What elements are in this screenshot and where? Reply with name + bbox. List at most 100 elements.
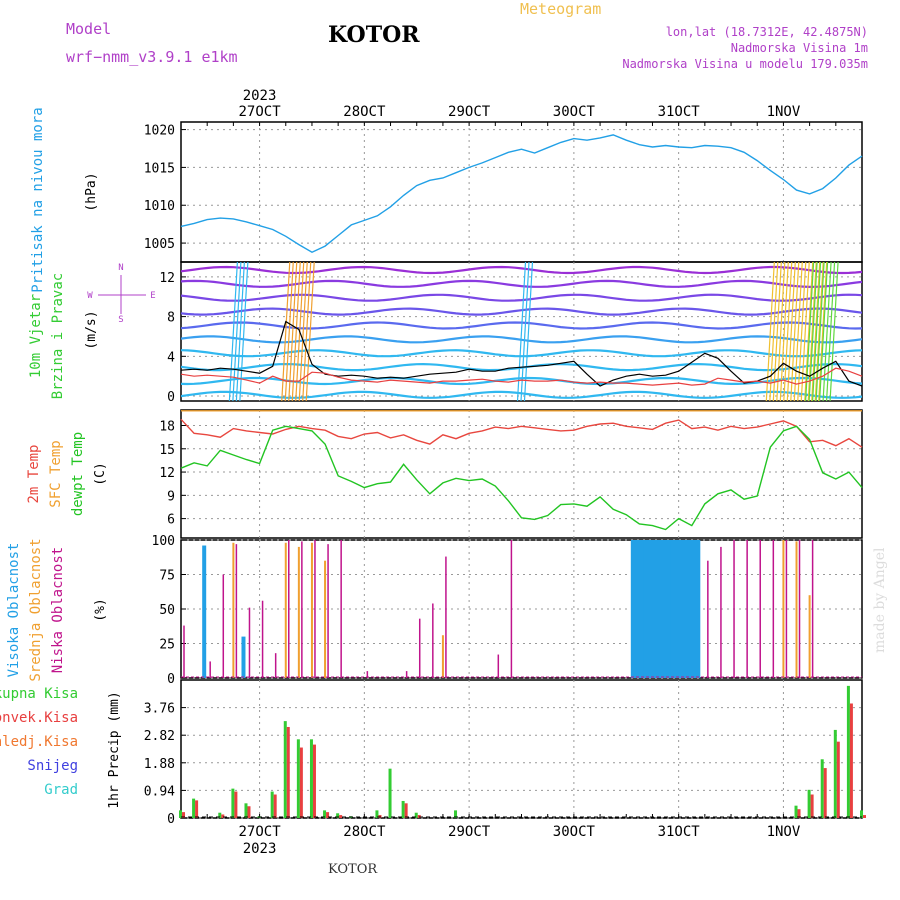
top-day-label: 1NOV (767, 104, 801, 120)
wind-band-stroke (232, 262, 242, 401)
top-day-label: 27OCT (238, 104, 281, 120)
top-day-label: 30OCT (553, 104, 596, 120)
wind-ylabel: 10m Vjetar (28, 294, 44, 378)
cloud-bar-2 (340, 540, 342, 678)
wind-band-stroke (776, 262, 786, 401)
lonlat-text: lon,lat (18.7312E, 42.4875N) (665, 25, 868, 39)
cloud-bar-2 (759, 540, 761, 678)
wind-band-stroke (822, 262, 832, 401)
cloud-bar-1 (232, 542, 235, 678)
chart-title: Meteogram (520, 0, 602, 18)
cloud-bar-2 (248, 607, 251, 678)
cloud-bar-1 (808, 595, 811, 678)
low-cloud-ylabel: Niska Oblacnost (50, 547, 66, 673)
precip-bar-0 (231, 788, 235, 818)
cloud-bar-0 (689, 540, 694, 678)
wind-ylabel2: Brzina i Pravac (50, 273, 66, 399)
cloud-bar-0 (672, 540, 677, 678)
precip-bar-1 (823, 768, 827, 818)
cloud-bar-0 (665, 540, 670, 678)
wind-gust-line (180, 367, 863, 386)
precip-bar-1 (339, 815, 343, 818)
cloud-bar-2 (222, 574, 225, 678)
cloud-bar-0 (641, 540, 646, 678)
precip-bar-1 (182, 812, 185, 818)
precip-bar-0 (375, 810, 379, 818)
y-tick-label: 1010 (144, 199, 175, 214)
y-tick-label: 8 (167, 311, 175, 326)
top-day-label: 31OCT (658, 104, 701, 120)
model-label: Model (66, 20, 112, 38)
y-tick-label: 2.82 (144, 729, 175, 744)
compass-s: S (118, 315, 123, 325)
top-year-label: 2023 (243, 88, 277, 104)
top-day-label: 29OCT (448, 104, 491, 120)
cloud-bar-0 (648, 540, 653, 678)
cloud-bar-1 (284, 542, 287, 678)
cloud-bar-0 (696, 540, 701, 678)
cloud-bar-0 (670, 540, 675, 678)
bottom-day-label: 28OCT (343, 824, 386, 840)
precip-bar-0 (244, 803, 248, 818)
precip-bar-1 (299, 747, 303, 818)
temp-ylabel: 2m Temp (26, 444, 42, 503)
cloud-bar-1 (324, 560, 327, 678)
y-tick-label: 4 (167, 350, 175, 365)
y-tick-label: 100 (152, 534, 175, 549)
y-tick-label: 1005 (144, 237, 175, 252)
precip-bar-0 (192, 798, 196, 818)
y-tick-label: 25 (159, 638, 175, 653)
y-tick-label: 75 (159, 569, 175, 584)
cloud-bar-0 (667, 540, 672, 678)
y-tick-label: 12 (159, 466, 175, 481)
cloud-bar-2 (209, 661, 211, 678)
cloud-bar-0 (663, 540, 668, 678)
cloud-bar-0 (637, 540, 642, 678)
cloud-bar-0 (687, 540, 692, 678)
wind-band-stroke (807, 262, 817, 401)
wind-band-stroke (783, 262, 793, 401)
wind-band-stroke (790, 262, 800, 401)
y-tick-label: 0 (167, 390, 175, 405)
wind-band-stroke (804, 262, 814, 401)
precip-bar-0 (309, 739, 313, 818)
cloud-bar-0 (633, 540, 637, 678)
wind-band-stroke (779, 262, 789, 401)
cloud-bar-0 (652, 540, 657, 678)
cloud-bar-0 (635, 540, 640, 678)
cloud-bar-2 (301, 541, 303, 678)
cloud-bar-1 (310, 542, 313, 678)
precip-bar-1 (836, 741, 840, 818)
precip-bar-1 (273, 794, 277, 818)
precip-bar-1 (312, 744, 316, 818)
cloud-bar-0 (685, 540, 690, 678)
wind-band-stroke (805, 262, 815, 401)
wind-streak-row (181, 349, 862, 358)
precip-bar-0 (336, 813, 340, 818)
y-tick-label: 1020 (144, 124, 175, 139)
wind-field (181, 262, 862, 401)
cloud-bar-2 (183, 625, 185, 678)
precip-bar-0 (323, 810, 327, 818)
y-tick-label: 1.88 (144, 757, 175, 772)
precip-bar-0 (283, 721, 287, 818)
precip-legend-item: Snijeg (27, 758, 78, 774)
compass-e: E (150, 291, 155, 301)
precip-bar-0 (218, 812, 222, 818)
cloud-bar-2 (235, 544, 238, 678)
wind-band-stroke (786, 262, 796, 401)
cloud-bar-2 (772, 540, 775, 678)
cloud-bar-0 (643, 540, 648, 678)
cloud-bar-0 (674, 540, 679, 678)
bottom-day-label: 31OCT (658, 824, 701, 840)
cloud-bar-0 (691, 540, 696, 678)
cloud-bar-2 (366, 671, 369, 678)
precip-bar-1 (195, 800, 199, 818)
y-tick-label: 15 (159, 443, 175, 458)
temp-line-0 (180, 418, 863, 448)
y-tick-label: 1015 (144, 161, 175, 176)
cloud-bar-2 (746, 540, 748, 678)
cloud-bar-0 (681, 540, 686, 678)
cloud-bar-2 (785, 540, 788, 678)
